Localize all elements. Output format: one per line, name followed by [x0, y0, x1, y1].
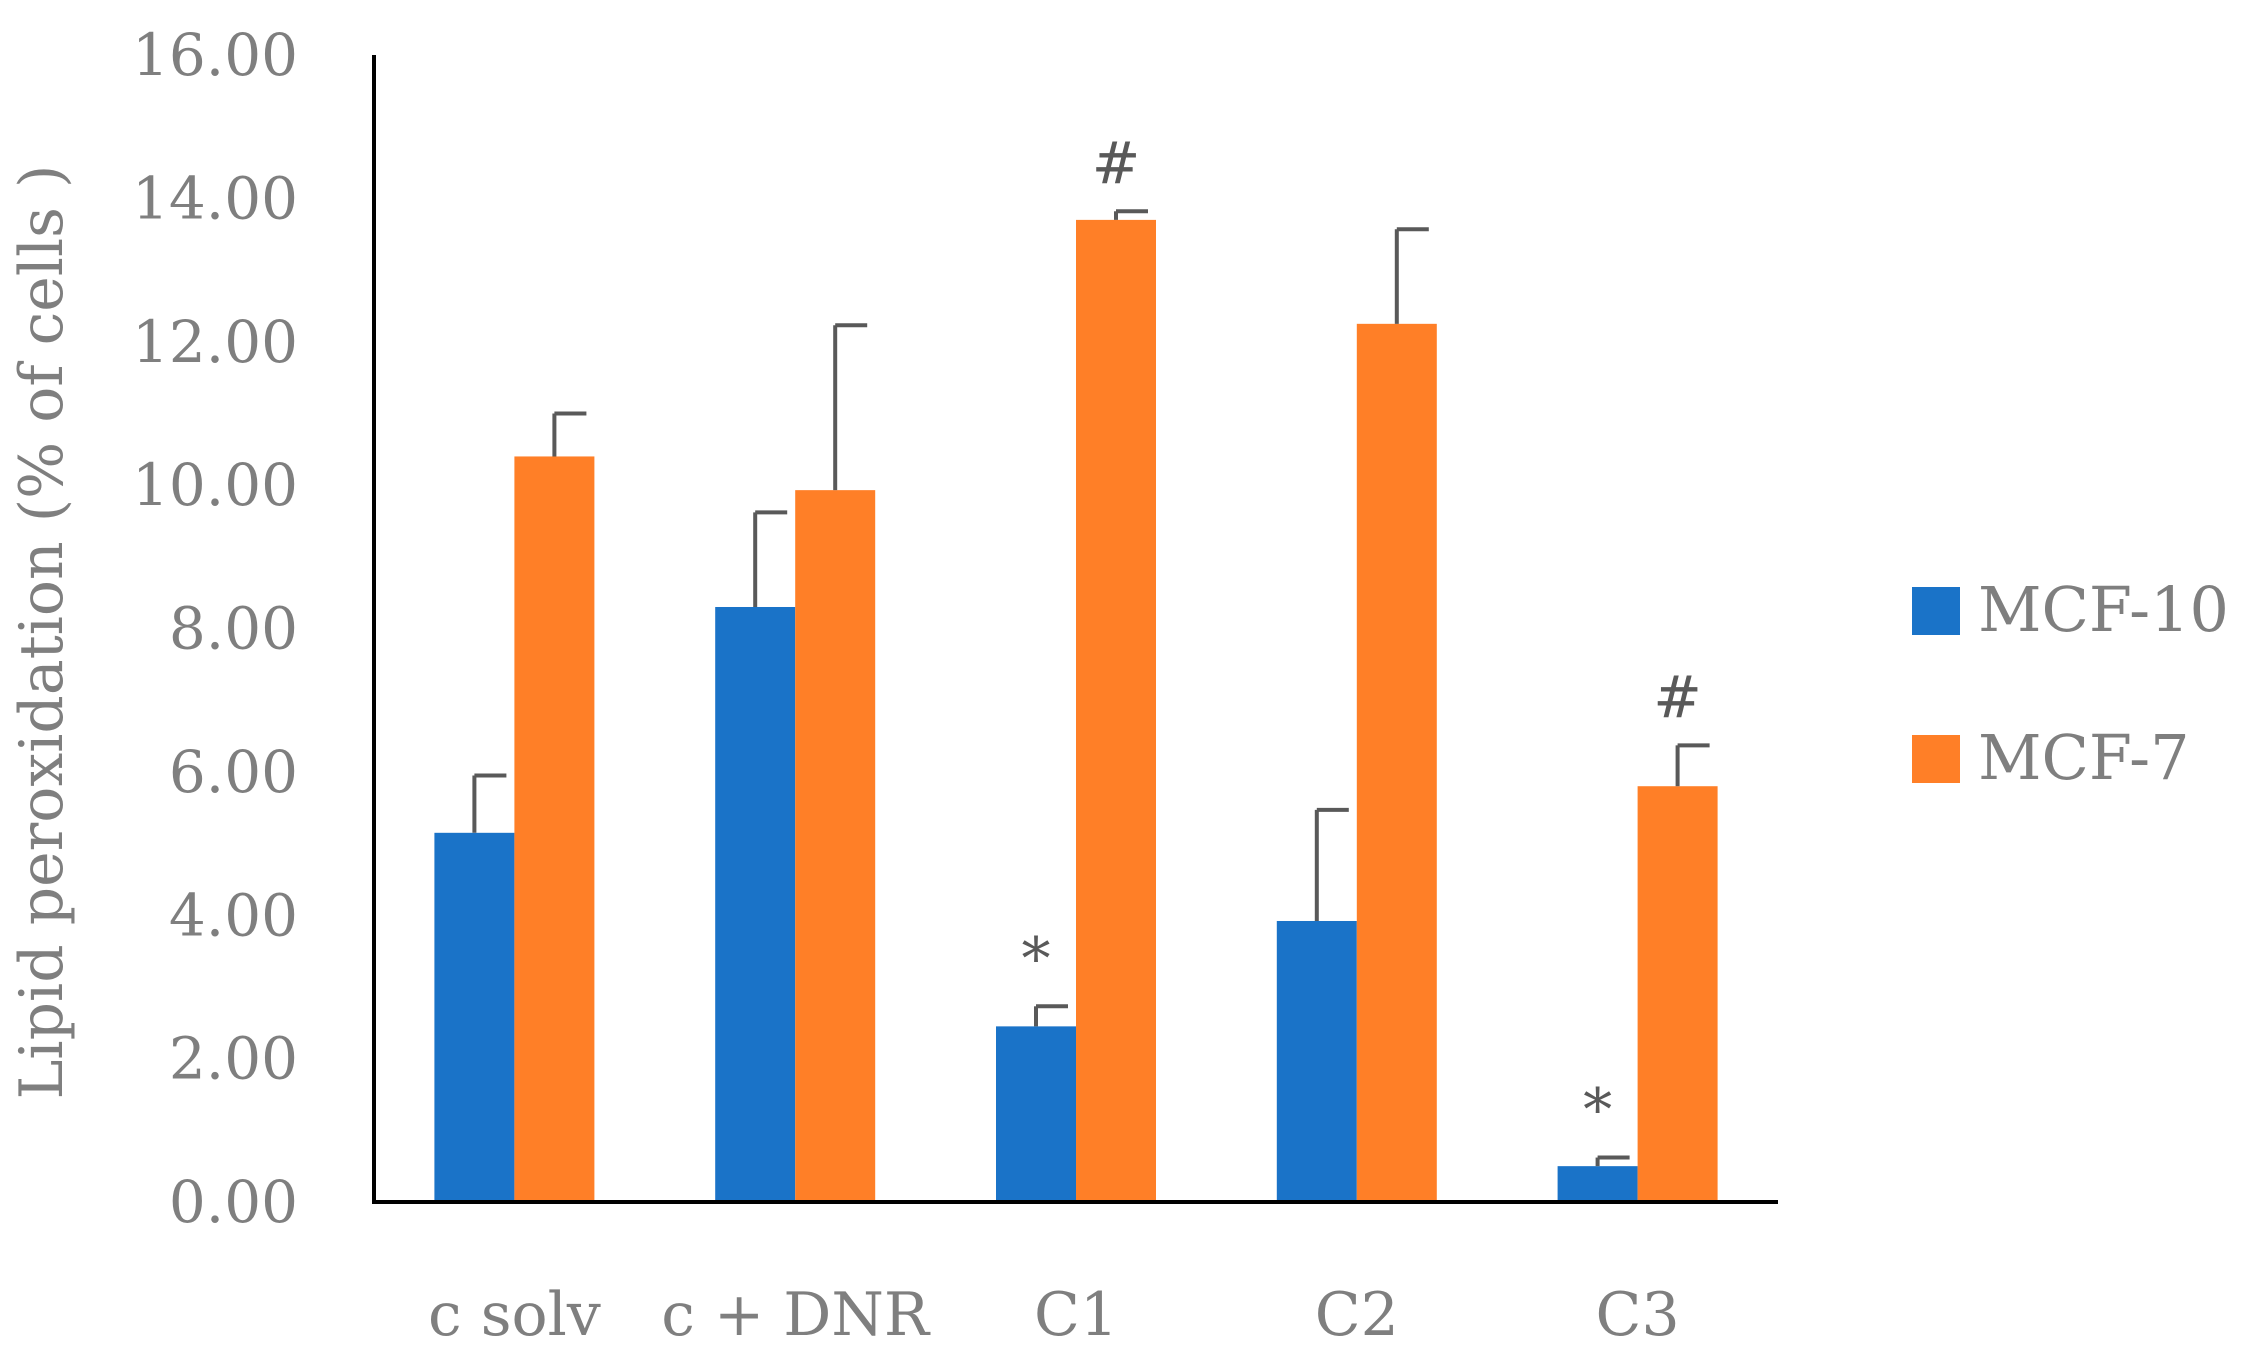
- bar-mcf-7-2: [795, 490, 876, 1202]
- bars-layer: [434, 219, 1718, 1203]
- significance-marker-mcf-7-5: #: [1653, 663, 1702, 731]
- significance-marker-mcf-10-3: *: [1022, 924, 1051, 992]
- y-tick-label-6: 12.00: [132, 308, 298, 376]
- x-tick-label-1: c solv: [428, 1280, 601, 1350]
- y-tick-labels: 0.00 2.00 4.00 6.00 8.00 10.00 12.00 14.00 16.00: [132, 21, 298, 1236]
- bar-mcf-7-3: [1076, 219, 1156, 1203]
- x-tick-label-3: C1: [1034, 1280, 1118, 1350]
- legend: MCF-10 MCF-7: [1912, 573, 2229, 794]
- bar-mcf-7-1: [514, 456, 595, 1202]
- bar-mcf-10-5: [1557, 1166, 1638, 1202]
- bar-mcf-10-4: [1276, 920, 1357, 1202]
- bar-mcf-10-1: [434, 832, 515, 1202]
- y-tick-label-3: 6.00: [169, 738, 298, 806]
- y-axis-title: Lipid peroxidation (% of cells ): [7, 165, 77, 1100]
- y-tick-label-8: 16.00: [132, 21, 298, 89]
- legend-label-mcf-7: MCF-7: [1978, 721, 2190, 794]
- x-tick-label-2: c + DNR: [661, 1280, 931, 1350]
- legend-swatch-mcf-7: [1912, 735, 1960, 783]
- annotations-layer: * # * #: [1022, 129, 1702, 1143]
- y-tick-label-7: 14.00: [132, 164, 298, 232]
- significance-marker-mcf-10-5: *: [1583, 1076, 1612, 1144]
- x-category-labels: c solv c + DNR C1 C2 C3: [428, 1280, 1680, 1350]
- legend-swatch-mcf-10: [1912, 587, 1960, 635]
- y-tick-label-0: 0.00: [169, 1168, 298, 1236]
- y-tick-label-1: 2.00: [169, 1025, 298, 1093]
- x-tick-label-5: C3: [1596, 1280, 1680, 1350]
- y-tick-label-2: 4.00: [169, 881, 298, 949]
- bar-mcf-10-2: [715, 606, 796, 1202]
- x-tick-label-4: C2: [1315, 1280, 1399, 1350]
- y-tick-label-5: 10.00: [132, 451, 298, 519]
- error-bars-layer: [472, 209, 1710, 1167]
- bar-mcf-7-5: [1637, 786, 1718, 1202]
- y-tick-label-4: 8.00: [169, 595, 298, 663]
- bar-mcf-7-4: [1356, 323, 1437, 1202]
- significance-marker-mcf-7-3: #: [1092, 129, 1141, 197]
- axes-layer: [372, 55, 1778, 1204]
- legend-label-mcf-10: MCF-10: [1978, 573, 2229, 646]
- bar-mcf-10-3: [996, 1026, 1076, 1202]
